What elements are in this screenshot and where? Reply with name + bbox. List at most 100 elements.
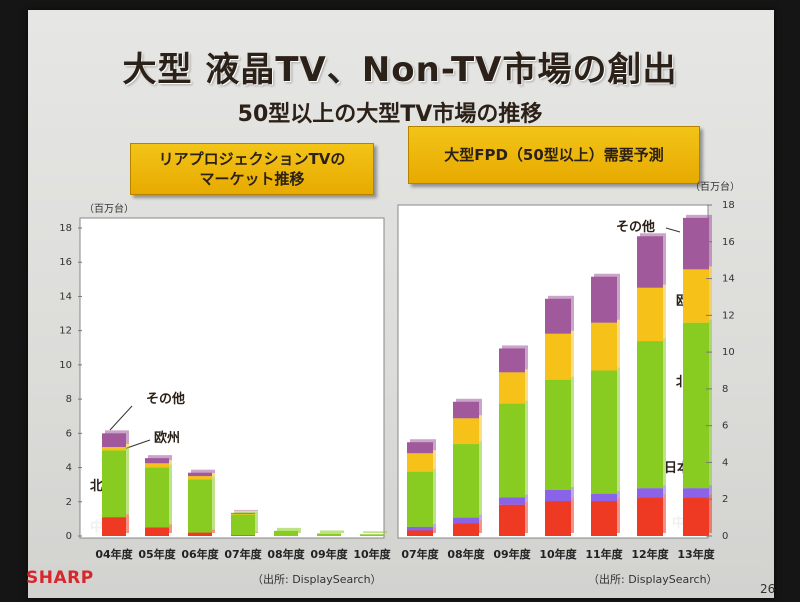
left-bar-segment xyxy=(231,513,255,515)
left-category-label: 07年度 xyxy=(224,547,262,561)
right-bar-segment xyxy=(683,217,709,270)
left-ytick-label: 14 xyxy=(59,291,72,302)
left-bar-shadow xyxy=(234,510,258,512)
right-category-label: 12年度 xyxy=(631,547,669,561)
right-bar-segment xyxy=(591,322,617,371)
right-category-label: 11年度 xyxy=(585,547,623,561)
left-bar-shadow xyxy=(148,455,172,461)
right-ytick-label: 16 xyxy=(722,237,735,248)
right-bar-segment xyxy=(637,341,663,489)
right-unit-label: （百万台） xyxy=(690,180,740,193)
right-leader-other xyxy=(665,227,681,233)
left-bar-segment xyxy=(188,472,212,477)
left-ytick-label: 2 xyxy=(66,497,72,508)
left-ytick-label: 0 xyxy=(66,531,72,542)
right-bar-segment xyxy=(453,444,479,518)
right-bar-segment xyxy=(499,348,525,373)
left-bar-segment xyxy=(231,514,255,536)
right-bar-segment xyxy=(499,497,525,505)
right-ytick-label: 6 xyxy=(722,421,728,432)
left-label-europe: 欧州 xyxy=(154,430,180,446)
right-bar-segment xyxy=(637,488,663,498)
right-chart-title: 大型FPD（50型以上）需要予測 xyxy=(444,146,664,164)
right-bar-segment xyxy=(683,488,709,498)
right-label-other: その他 xyxy=(616,219,655,235)
right-bar-segment xyxy=(683,269,709,323)
right-bar-segment xyxy=(545,501,571,536)
left-ytick-label: 18 xyxy=(59,223,72,234)
right-bar-segment xyxy=(407,530,433,536)
right-bar-segment xyxy=(683,497,709,536)
right-category-label: 08年度 xyxy=(447,547,485,561)
left-label-other: その他 xyxy=(146,391,185,407)
left-bar-segment xyxy=(145,527,169,536)
left-bar-segment xyxy=(317,533,341,536)
left-bar-segment xyxy=(274,530,298,536)
right-category-label: 09年度 xyxy=(493,547,531,561)
right-bar-segment xyxy=(591,501,617,536)
right-bar-segment xyxy=(545,333,571,380)
left-bar-segment xyxy=(145,467,169,528)
right-bar-segment xyxy=(591,493,617,502)
left-category-label: 10年度 xyxy=(353,547,391,561)
sharp-logo: SHARP xyxy=(26,568,94,588)
left-bar-segment xyxy=(102,517,126,536)
left-bar-shadow xyxy=(234,509,258,511)
left-bar-segment xyxy=(231,512,255,514)
left-chart-title-box: リアプロジェクションTVの マーケット推移 xyxy=(130,143,374,195)
left-bar-segment xyxy=(231,535,255,536)
right-ytick-label: 4 xyxy=(722,457,728,468)
right-chart-title-box: 大型FPD（50型以上）需要予測 xyxy=(408,126,700,184)
left-bars-group xyxy=(102,430,387,536)
right-category-label: 10年度 xyxy=(539,547,577,561)
left-bar-segment xyxy=(102,447,126,451)
slide-subtitle: 50型以上の大型TV市場の推移 xyxy=(237,102,543,127)
right-bar-segment xyxy=(683,322,709,489)
left-ytick-label: 12 xyxy=(59,326,72,337)
left-bar-segment xyxy=(102,433,126,448)
left-category-label: 06年度 xyxy=(181,547,219,561)
right-bars-group xyxy=(407,214,712,536)
left-chart-title-line-1: リアプロジェクションTVの xyxy=(158,150,346,168)
left-unit-label: （百万台） xyxy=(84,202,134,215)
right-bar-segment xyxy=(453,401,479,419)
left-category-label: 04年度 xyxy=(95,547,133,561)
right-category-label: 07年度 xyxy=(401,547,439,561)
left-leader-other xyxy=(109,405,133,431)
left-source-note: （出所: DisplaySearch） xyxy=(252,572,382,586)
left-bar-segment xyxy=(102,450,126,518)
left-bar-segment xyxy=(145,463,169,468)
right-bar-segment xyxy=(407,526,433,531)
left-bar-shadow xyxy=(320,530,344,533)
right-bar-segment xyxy=(499,403,525,498)
right-bar-segment xyxy=(545,379,571,491)
right-bar-segment xyxy=(407,453,433,472)
right-ytick-label: 2 xyxy=(722,494,728,505)
right-ytick-label: 12 xyxy=(722,310,735,321)
right-bar-segment xyxy=(499,372,525,404)
right-source-note: （出所: DisplaySearch） xyxy=(588,572,718,586)
left-bar-segment xyxy=(188,476,212,480)
right-bar-segment xyxy=(637,236,663,288)
left-bar-segment xyxy=(360,534,384,536)
right-ytick-label: 14 xyxy=(722,274,735,285)
left-ytick-label: 4 xyxy=(66,463,72,474)
slide-title: 大型 液晶TV、Non-TV市場の創出 xyxy=(122,50,678,90)
right-axis-group: 0 2 4 6 8 10 12 14 16 18 07年度 08年度 09年度 10年度 11年度 12年度 1… xyxy=(401,200,734,561)
right-bar-segment xyxy=(407,471,433,527)
right-bar-segment xyxy=(591,276,617,323)
left-axis-group: 0 2 4 6 8 10 12 14 16 18 04年度 05年度 06年度 07年度 08年度 09年度 1… xyxy=(59,223,391,561)
right-ytick-label: 8 xyxy=(722,384,728,395)
right-bar-segment xyxy=(453,517,479,524)
left-bar-shadow xyxy=(277,527,301,533)
right-bar-segment xyxy=(637,497,663,536)
left-bar-segment xyxy=(145,458,169,464)
left-bar-shadow xyxy=(363,531,387,533)
right-ytick-label: 0 xyxy=(722,531,728,542)
right-bar-segment xyxy=(545,298,571,334)
left-chart-title-line-2: マーケット推移 xyxy=(199,170,305,188)
left-category-label: 08年度 xyxy=(267,547,305,561)
right-bar-segment xyxy=(407,442,433,454)
right-bar-segment xyxy=(637,287,663,342)
